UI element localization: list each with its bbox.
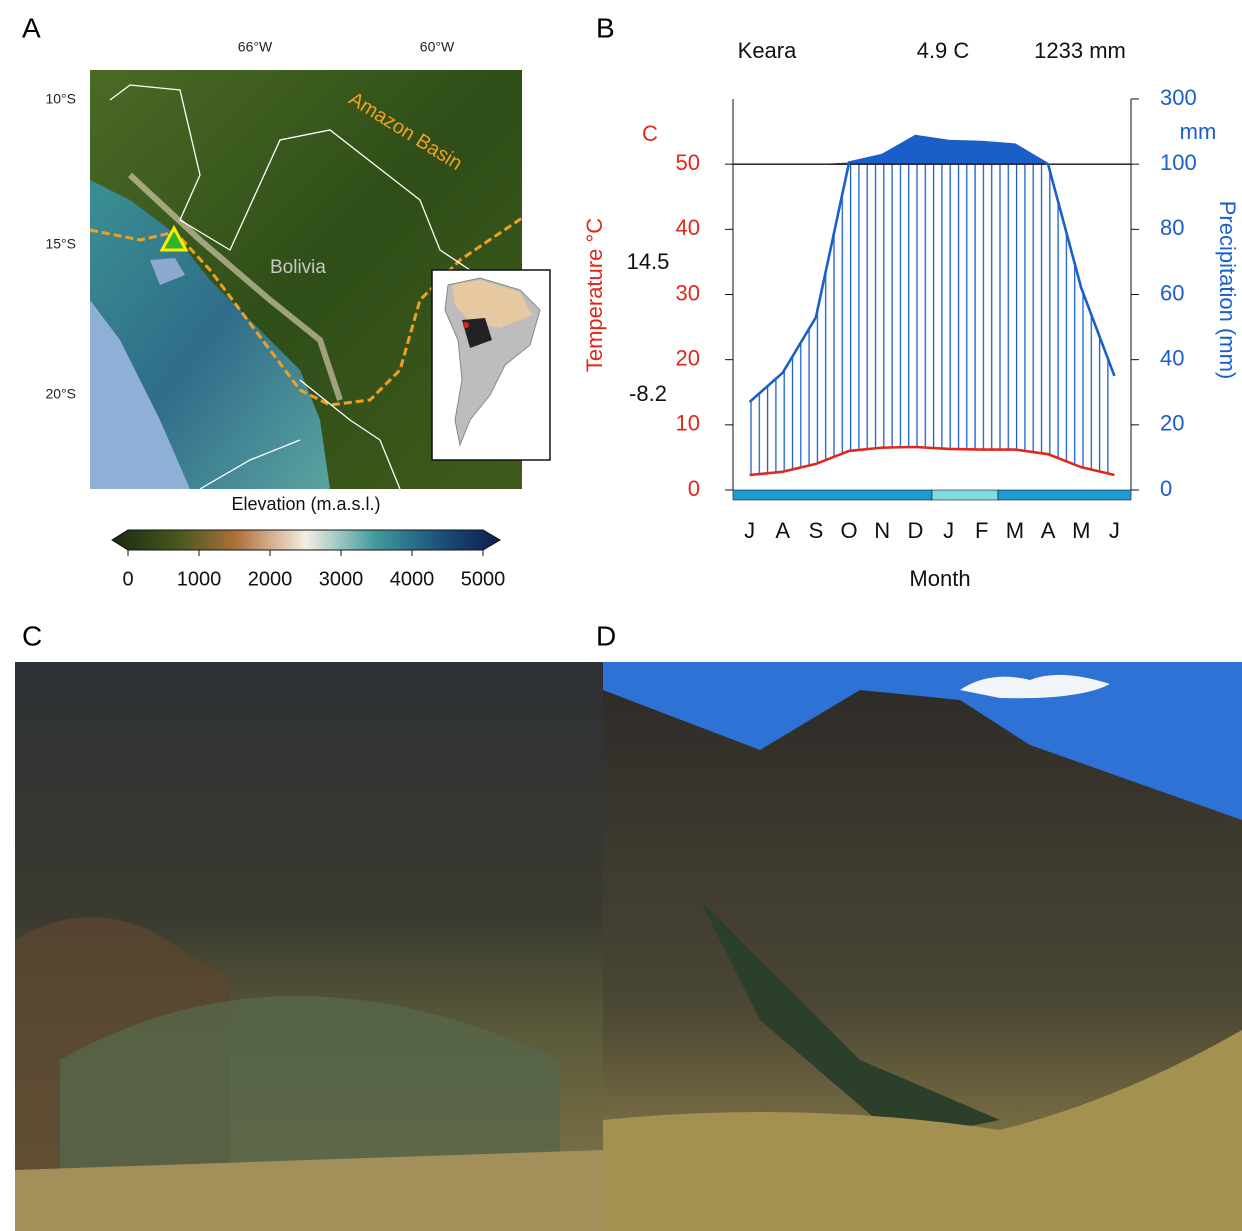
x-tick-label: M: [1072, 518, 1090, 543]
frost-bar: [733, 490, 1131, 500]
annotation: 14.5: [627, 249, 670, 274]
x-tick-label: F: [975, 518, 988, 543]
y2-tick-label: 300: [1160, 85, 1197, 110]
x-tick-label: D: [907, 518, 923, 543]
x-tick-label: S: [809, 518, 824, 543]
photo-d: [603, 662, 1242, 1231]
x-tick-label: O: [841, 518, 858, 543]
x-tick-label: J: [744, 518, 755, 543]
y2-tick-label: 0: [1160, 476, 1172, 501]
colorbar-title: Elevation (m.a.s.l.): [231, 494, 380, 514]
x-tick-label: A: [1041, 518, 1056, 543]
colorbar: [112, 530, 500, 550]
x-tick-label: M: [1006, 518, 1024, 543]
colorbar-tick-label: 0: [122, 568, 133, 590]
lon-label: 66°W: [238, 39, 273, 55]
x-tick-label: J: [943, 518, 954, 543]
perhumid-fill: [750, 136, 1115, 164]
y2-unit: mm: [1180, 119, 1217, 144]
x-tick-label: A: [775, 518, 790, 543]
y-tick-label: 10: [676, 411, 700, 436]
y2-tick-label: 80: [1160, 215, 1184, 240]
climate-diagram: Keara 4.9 C 1233 mm 0 10 20 30 40 50 0 20 40 60 80 100…: [582, 38, 1240, 591]
colorbar-tick-label: 5000: [461, 568, 506, 590]
colorbar-ticks: 0 1000 2000 3000 4000 5000: [122, 550, 505, 590]
x-tick-label: J: [1109, 518, 1120, 543]
x-tick-label: N: [874, 518, 890, 543]
y-tick-label: 40: [676, 215, 700, 240]
header-text: 4.9 C: [917, 38, 970, 63]
country-label: Bolivia: [270, 257, 326, 278]
y2-tick-label: 60: [1160, 280, 1184, 305]
lat-label: 20°S: [45, 386, 76, 402]
y-axis-label: Temperature °C: [582, 218, 607, 372]
map: Amazon Basin Bolivia 66°W 60°W 10°S 15°S…: [45, 39, 550, 591]
inset-site: [463, 322, 469, 328]
y-tick-label: 30: [676, 280, 700, 305]
y-unit: C: [642, 121, 658, 146]
y2-tick-label: 20: [1160, 411, 1184, 436]
panel-label: A: [22, 12, 41, 43]
y2-axis-label: Precipitation (mm): [1215, 201, 1240, 379]
x-axis-label: Month: [909, 566, 970, 591]
figure: A B C D Amazon Basin Bolivia 66°W 60°W 1…: [0, 0, 1242, 1231]
y2-tick-label: 100: [1160, 150, 1197, 175]
y-tick-label: 20: [676, 345, 700, 370]
lat-label: 10°S: [45, 91, 76, 107]
panel-label: C: [22, 620, 42, 651]
colorbar-tick-label: 3000: [319, 568, 364, 590]
lat-label: 15°S: [45, 236, 76, 252]
y-tick-label: 0: [688, 476, 700, 501]
panel-label: B: [596, 12, 615, 43]
colorbar-tick-label: 2000: [248, 568, 293, 590]
photo-c: [15, 662, 603, 1231]
y-tick-label: 50: [676, 150, 700, 175]
colorbar-tick-label: 4000: [390, 568, 435, 590]
lon-label: 60°W: [420, 39, 455, 55]
annotation: -8.2: [629, 381, 667, 406]
colorbar-tick-label: 1000: [177, 568, 222, 590]
header-text: 1233 mm: [1034, 38, 1126, 63]
y2-tick-label: 40: [1160, 345, 1184, 370]
panel-label: D: [596, 620, 616, 651]
header-text: Keara: [738, 38, 797, 63]
